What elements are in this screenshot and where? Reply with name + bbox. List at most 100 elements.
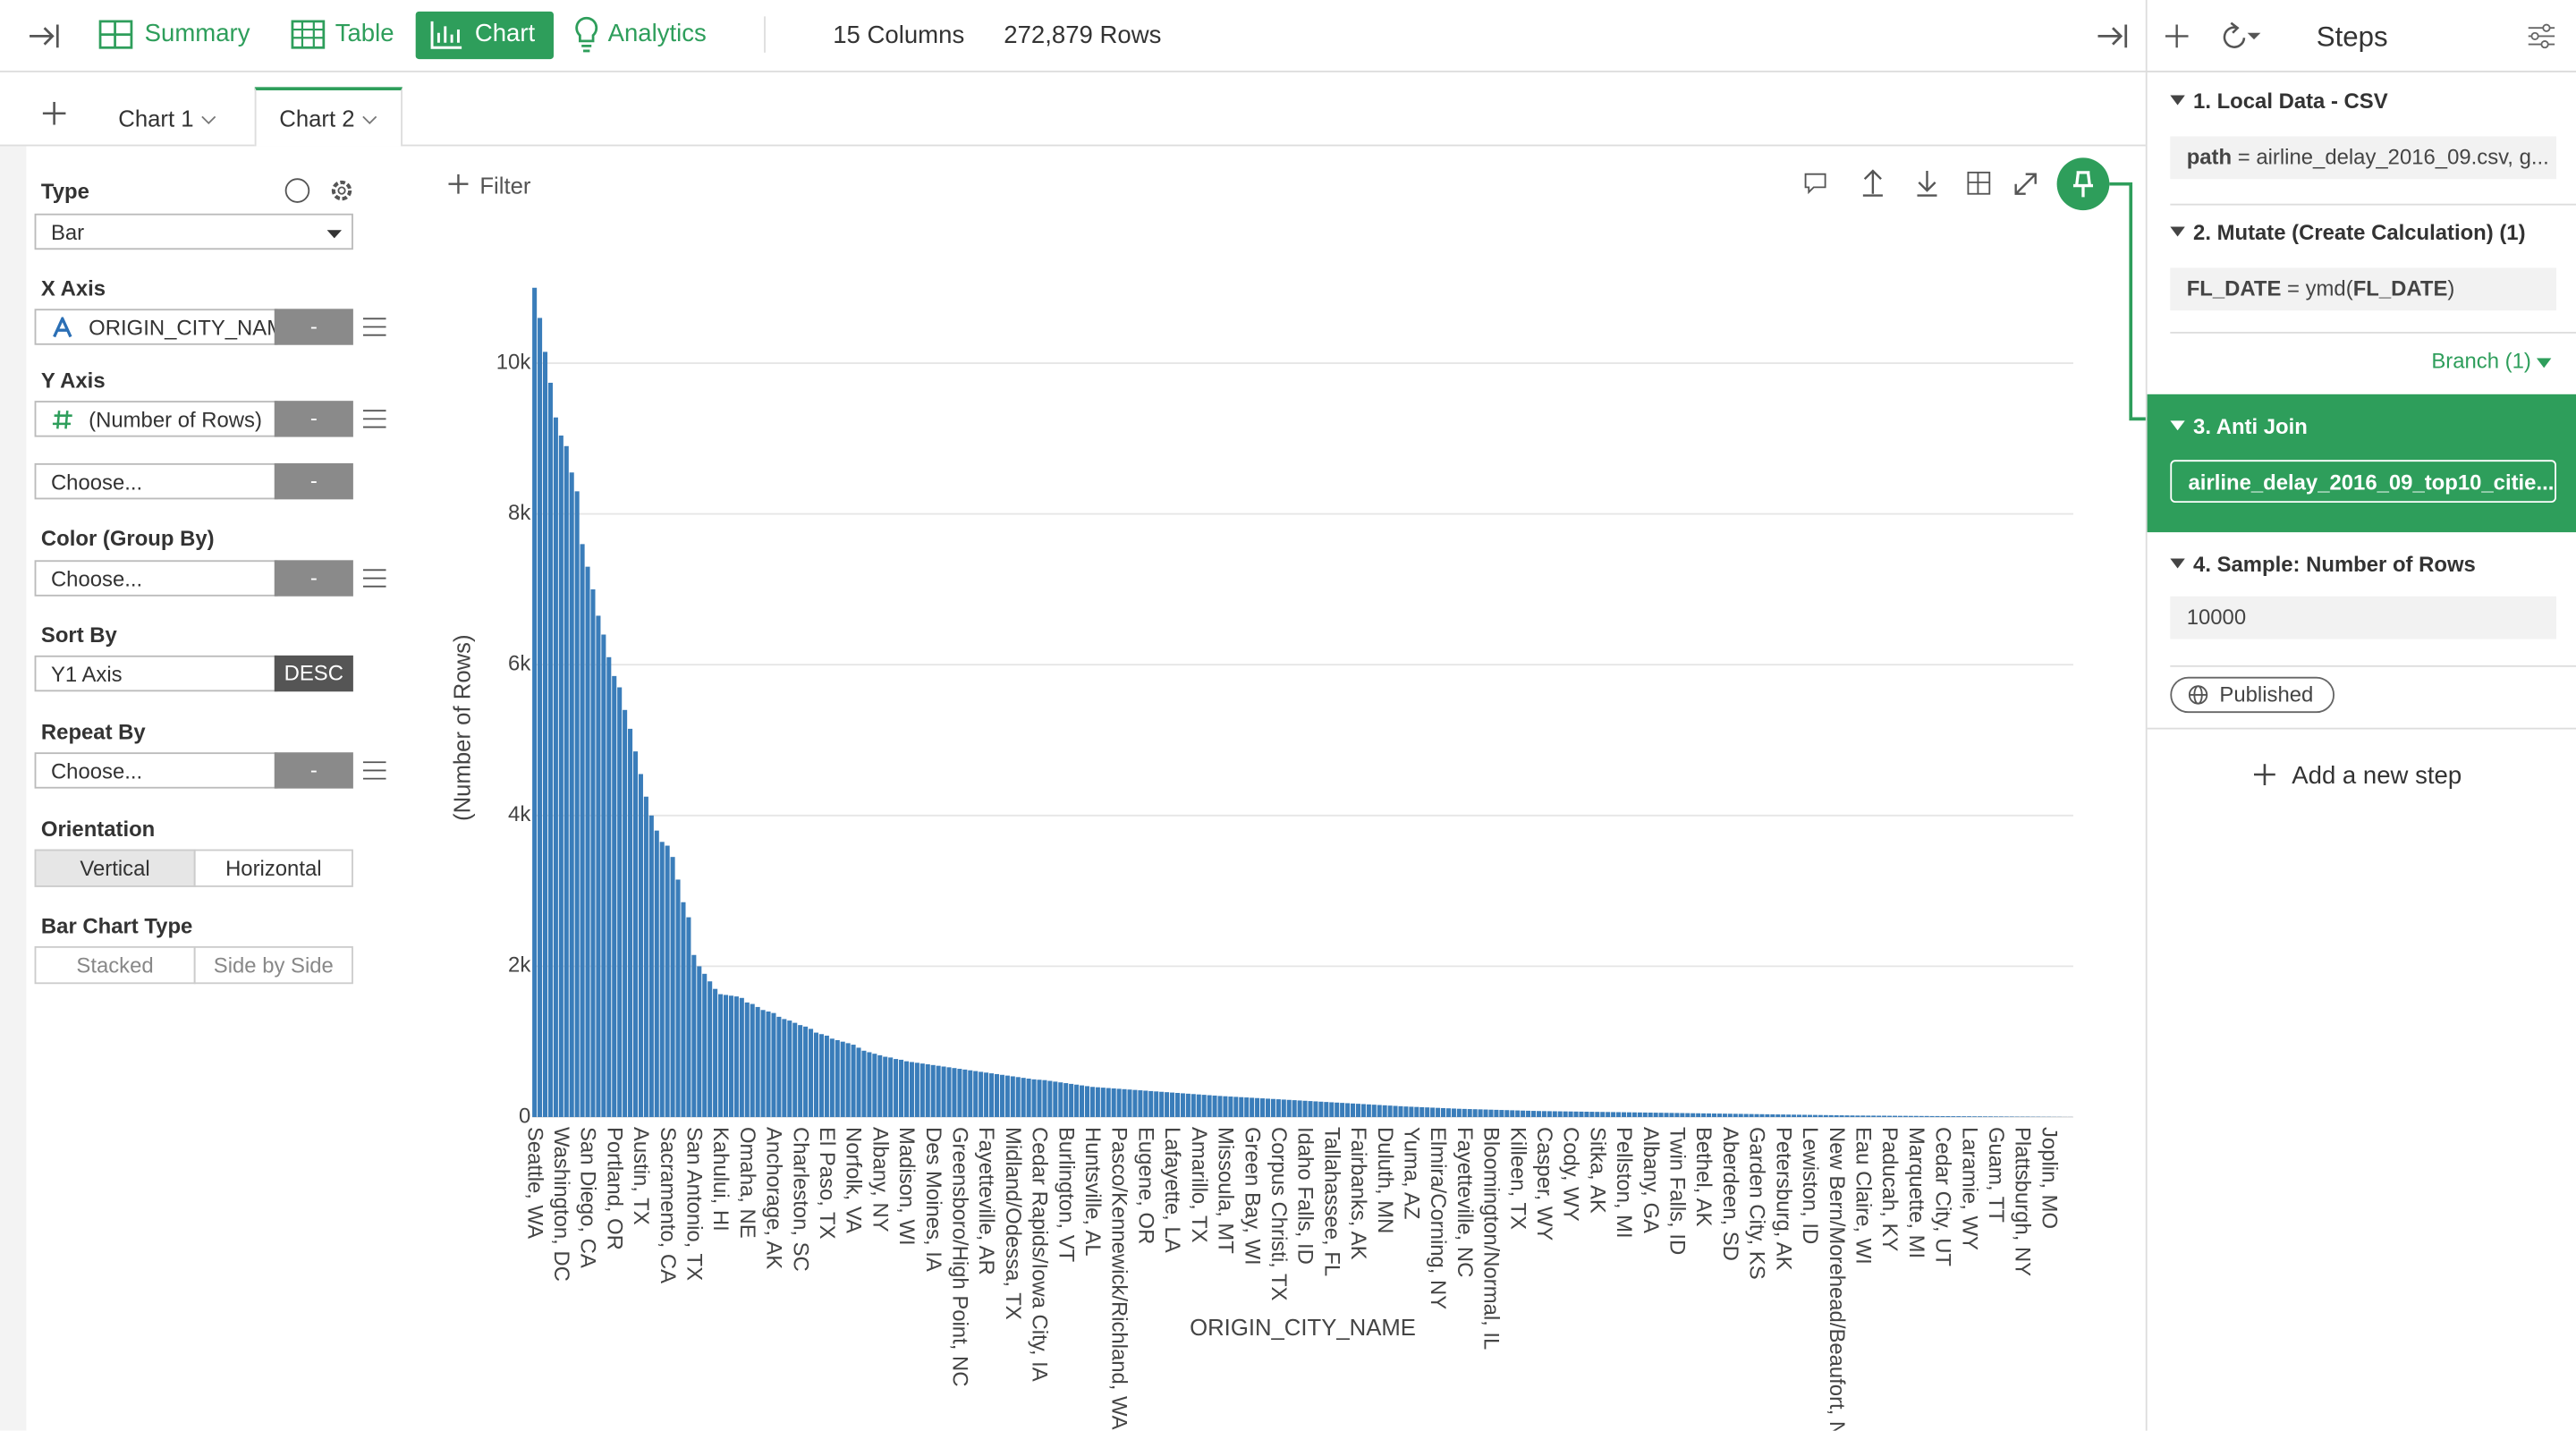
add-chart[interactable] [42,101,66,125]
add-step[interactable]: Add a new step [2292,762,2462,791]
chart-tab-label: Chart 1 [118,105,194,131]
step-title[interactable]: 3. Anti Join [2193,413,2308,439]
bar [755,1006,760,1117]
bar [1398,1105,1403,1117]
bar [1031,1079,1037,1117]
bar [606,656,612,1117]
x-tick-label: Albany, GA [1639,1127,1663,1233]
bar [1521,1110,1526,1117]
help-settings-icons[interactable] [284,177,360,205]
remove-button[interactable]: - [274,401,353,437]
tab-chart[interactable]: Chart [474,20,536,48]
bar [1707,1113,1712,1117]
expand-icon[interactable] [2095,20,2131,53]
bar [787,1020,792,1117]
y2-axis-field[interactable]: Choose... [34,462,278,500]
bar [1541,1111,1546,1117]
bar [1100,1088,1106,1117]
remove-button[interactable]: - [274,309,353,345]
bar [1696,1113,1701,1117]
bar [1244,1097,1250,1117]
y-tick-label: 0 [519,1104,530,1128]
bar [1345,1103,1351,1117]
caret [326,230,343,239]
x-axis-label: X Axis [40,275,106,301]
sort-field[interactable]: Y1 Axis [34,655,278,692]
step-title[interactable]: 1. Local Data - CSV [2193,89,2388,114]
menu-icon[interactable] [362,317,386,336]
filter-add-icon[interactable] [448,174,469,194]
x-tick-label: Elmira/Corning, NY [1426,1127,1450,1309]
step-body[interactable]: airline_delay_2016_09_top10_citie... [2170,460,2556,504]
x-tick-label: Cody, WY [1559,1127,1583,1222]
remove-button[interactable]: - [274,752,353,789]
step-body[interactable]: FL_DATE = ymd(FL_DATE) [2170,267,2556,311]
bar [1978,1116,1983,1117]
bar [1478,1109,1483,1117]
filter-button[interactable]: Filter [479,172,531,199]
bar [1260,1098,1266,1117]
bar [686,917,691,1117]
bar [1165,1092,1170,1117]
bar [1913,1115,1919,1117]
bar [632,751,639,1117]
step-body[interactable]: 10000 [2170,596,2556,639]
step-title[interactable]: 2. Mutate (Create Calculation) (1) [2193,220,2526,245]
add-step-icon [2254,764,2275,785]
bar [909,1062,914,1117]
separator [2170,203,2576,206]
bar [2004,1116,2009,1117]
color-field[interactable]: Choose... [34,560,278,597]
type-select[interactable]: Bar [34,213,353,250]
separator [2170,665,2576,667]
steps-settings[interactable] [2527,23,2556,49]
branch-button[interactable]: Branch (1) [2431,348,2553,373]
x-tick-label: Albany, NY [868,1127,892,1232]
bar [1786,1114,1792,1117]
orientation-option[interactable]: Vertical [34,849,196,887]
menu-icon[interactable] [362,409,386,428]
steps-actions[interactable] [2165,21,2281,51]
chart-tab[interactable]: Chart 1 [118,106,216,131]
orientation-option[interactable]: Horizontal [193,849,353,887]
sort-order[interactable]: DESC [274,655,353,692]
chart-tab-active[interactable] [254,87,403,147]
tab-table[interactable]: Table [335,20,394,48]
active-step[interactable] [2147,394,2576,533]
tab-analytics[interactable]: Analytics [607,20,707,48]
tab-summary[interactable]: Summary [144,20,250,48]
collapse-icon[interactable] [26,20,62,53]
step-title[interactable]: 4. Sample: Number of Rows [2193,552,2476,577]
published-badge[interactable]: Published [2170,676,2335,714]
bar [809,1029,814,1117]
bar [547,382,553,1117]
chart-actions[interactable] [1799,165,2046,204]
bar [1409,1106,1414,1117]
bar [1350,1103,1356,1117]
chart-tab[interactable]: Chart 2 [279,106,377,131]
y-axis-field[interactable]: (Number of Rows) [34,401,278,437]
pin-link[interactable] [2054,155,2152,426]
branch-label: Branch (1) [2431,348,2531,373]
bar [1212,1095,1217,1117]
bar [1855,1115,1860,1117]
table-icon [291,20,326,49]
bar [1759,1113,1765,1117]
menu-icon[interactable] [362,760,386,780]
bar [1621,1112,1627,1117]
x-axis-field[interactable]: ORIGIN_CITY_NAME [34,309,278,345]
remove-button[interactable]: - [274,560,353,597]
x-tick-label: El Paso, TX [815,1127,839,1240]
menu-icon[interactable] [362,569,386,588]
repeat-field[interactable]: Choose... [34,752,278,789]
bar [1951,1116,1956,1117]
bar-type-option[interactable]: Side by Side [193,945,353,985]
step-body[interactable]: path = airline_delay_2016_09.csv, g... [2170,136,2556,180]
remove-button[interactable]: - [274,462,353,500]
toolbar-border [0,70,2576,72]
y-tick-label: 8k [508,501,530,525]
bar [766,1011,771,1117]
bar [1239,1097,1244,1117]
bar [612,675,617,1117]
bar [1557,1111,1563,1117]
